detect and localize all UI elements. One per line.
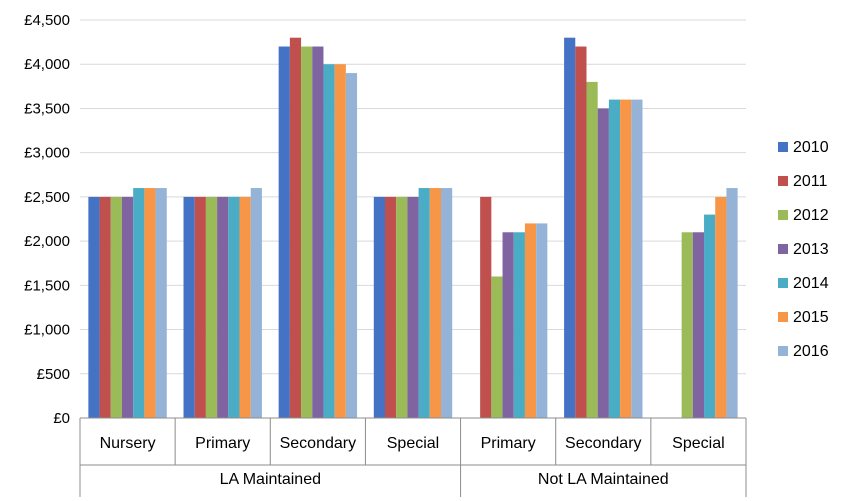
bar-2014-4 — [513, 232, 525, 418]
bar-2014-3 — [418, 188, 430, 418]
bar-2011-4 — [480, 196, 492, 418]
legend-swatch — [778, 210, 788, 220]
bar-2012-2 — [301, 46, 313, 418]
bar-2014-0 — [133, 188, 145, 418]
bar-2014-2 — [323, 64, 335, 418]
legend-label: 2016 — [793, 343, 829, 360]
category-label: Primary — [481, 435, 536, 452]
bar-2011-0 — [99, 196, 111, 418]
bar-2015-0 — [144, 188, 156, 418]
legend-label: 2011 — [793, 173, 828, 190]
bar-2015-6 — [715, 196, 727, 418]
bar-2013-4 — [502, 232, 514, 418]
bar-2015-1 — [239, 196, 251, 418]
bar-2011-2 — [289, 37, 302, 418]
category-label: Primary — [195, 435, 250, 452]
y-tick-label: £2,000 — [24, 233, 70, 250]
bar-2014-5 — [608, 99, 621, 418]
bar-2011-3 — [385, 196, 397, 418]
y-axis-tick-labels: £0 £500 £1,000 £1,500 £2,000 £2,500 £3,000 £3,5… — [24, 12, 70, 427]
bar-2010-2 — [278, 46, 290, 418]
category-label: Secondary — [280, 435, 357, 452]
bars — [88, 37, 738, 418]
bar-2012-4 — [491, 276, 503, 418]
legend-swatch — [778, 278, 788, 288]
legend-swatch — [778, 244, 788, 254]
bar-2010-3 — [373, 196, 385, 418]
bar-2013-0 — [121, 196, 134, 418]
legend-label: 2013 — [793, 241, 829, 258]
bar-2013-6 — [692, 232, 705, 418]
y-tick-label: £500 — [37, 366, 70, 383]
bar-2013-3 — [407, 196, 419, 418]
y-tick-label: £3,000 — [24, 145, 70, 162]
category-label: Secondary — [565, 435, 642, 452]
bar-2012-0 — [110, 196, 122, 418]
bar-2016-0 — [155, 188, 167, 418]
bar-2016-3 — [441, 188, 453, 418]
bar-2015-4 — [524, 223, 537, 418]
bar-2012-1 — [205, 196, 218, 418]
bar-2014-6 — [704, 214, 716, 418]
legend: 2010 2011 2012 2013 2014 2015 2016 — [778, 139, 829, 360]
bar-2012-6 — [681, 232, 693, 418]
bar-2011-1 — [194, 196, 206, 418]
x-axis: Nursery Primary Secondary Special Primary Sec… — [79, 417, 747, 497]
bar-2012-3 — [396, 196, 408, 418]
legend-label: 2010 — [793, 139, 829, 156]
legend-swatch — [778, 312, 788, 322]
bar-2010-0 — [88, 196, 100, 418]
legend-label: 2012 — [793, 207, 829, 224]
legend-swatch — [778, 176, 788, 186]
bar-2012-5 — [586, 81, 598, 418]
group-label: LA Maintained — [220, 471, 321, 488]
bar-2016-5 — [631, 99, 643, 418]
bar-2016-2 — [345, 73, 358, 418]
y-tick-label: £3,500 — [24, 100, 70, 117]
bar-2016-4 — [536, 223, 548, 418]
category-label: Nursery — [100, 435, 156, 452]
bar-2014-1 — [228, 196, 240, 418]
bar-2016-1 — [250, 188, 262, 418]
bar-2010-1 — [183, 196, 195, 418]
category-label: Special — [387, 435, 439, 452]
bar-2016-6 — [726, 188, 738, 418]
y-tick-label: £0 — [53, 410, 70, 427]
y-tick-label: £4,500 — [24, 12, 70, 29]
bar-2013-1 — [217, 196, 229, 418]
legend-swatch — [778, 142, 788, 152]
y-tick-label: £2,500 — [24, 189, 70, 206]
bar-2011-5 — [575, 46, 587, 418]
legend-swatch — [778, 346, 788, 356]
bar-2013-2 — [312, 46, 324, 418]
bar-2010-5 — [564, 37, 576, 418]
y-tick-label: £1,000 — [24, 322, 70, 339]
bar-2013-5 — [597, 108, 609, 418]
legend-label: 2014 — [793, 275, 829, 292]
bar-2015-2 — [334, 64, 346, 418]
y-tick-label: £1,500 — [24, 277, 70, 294]
bar-2015-3 — [429, 188, 441, 418]
group-label: Not LA Maintained — [538, 471, 669, 488]
y-tick-label: £4,000 — [24, 56, 70, 73]
category-label: Special — [672, 435, 724, 452]
bar-2015-5 — [620, 99, 632, 418]
legend-label: 2015 — [793, 309, 829, 326]
